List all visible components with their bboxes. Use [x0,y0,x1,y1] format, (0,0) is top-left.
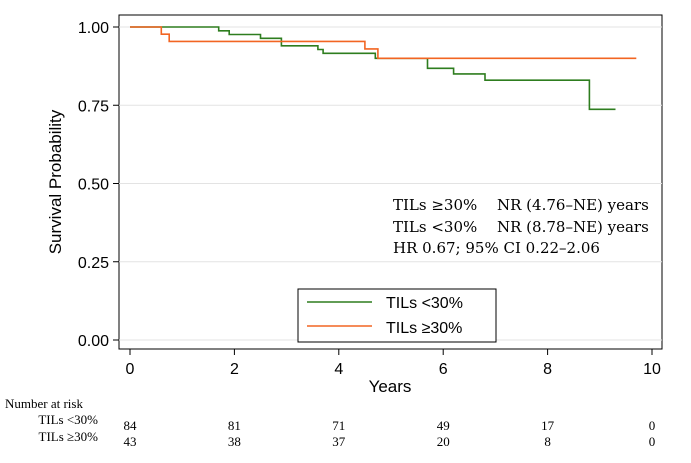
y-tick-label: 0.25 [78,255,109,272]
series-line-0 [130,26,616,111]
annotation-line1-label: TILs ≥30% [393,196,477,214]
x-tick-label: 4 [334,361,343,378]
risk-count: 84 [124,418,138,433]
annotation-line2-label: TILs <30% [393,218,477,236]
legend: TILs <30% TILs ≥30% [297,288,497,343]
x-tick-label: 10 [643,361,661,378]
y-tick-label: 0.50 [78,177,109,194]
x-tick-label: 2 [230,361,239,378]
risk-row-label-tils-ge30: TILs ≥30% [39,429,99,444]
risk-count: 43 [124,434,137,449]
legend-label-tils-lt30: TILs <30% [386,295,463,312]
risk-table: Number at risk TILs <30% TILs ≥30% 84 81 7… [5,396,655,449]
risk-count: 49 [437,418,450,433]
risk-count: 71 [332,418,345,433]
annotation-line1-value: NR (4.76–NE) years [497,196,649,214]
y-tick-label: 0.75 [78,98,109,115]
x-tick-label: 6 [439,361,448,378]
risk-count: 38 [228,434,241,449]
series-lines [130,26,637,111]
legend-box [297,288,497,343]
annotation-block: TILs ≥30% NR (4.76–NE) years TILs <30% N… [393,196,649,257]
y-axis-title: Survival Probability [46,109,65,254]
risk-count: 81 [228,418,241,433]
risk-count: 20 [437,434,450,449]
legend-label-tils-ge30: TILs ≥30% [386,320,462,337]
annotation-line3: HR 0.67; 95% CI 0.22–2.06 [393,239,600,257]
risk-count: 17 [541,418,555,433]
x-axis-title: Years [369,377,412,396]
risk-count: 37 [332,434,346,449]
risk-table-title: Number at risk [5,396,83,411]
risk-counts: 84 81 71 49 17 0 43 38 37 20 8 0 [124,418,656,449]
x-tick-label: 0 [126,361,135,378]
risk-count: 8 [544,434,551,449]
risk-count: 0 [649,418,656,433]
x-tick-label: 8 [543,361,552,378]
risk-row-label-tils-lt30: TILs <30% [38,412,98,427]
series-line-1 [130,26,637,60]
y-tick-label: 1.00 [78,20,109,37]
y-tick-label: 0.00 [78,333,109,350]
axes: 0.00 0.25 0.50 0.75 1.00 0 2 4 6 8 10 [78,20,661,378]
annotation-line2-value: NR (8.78–NE) years [497,218,649,236]
risk-count: 0 [649,434,656,449]
